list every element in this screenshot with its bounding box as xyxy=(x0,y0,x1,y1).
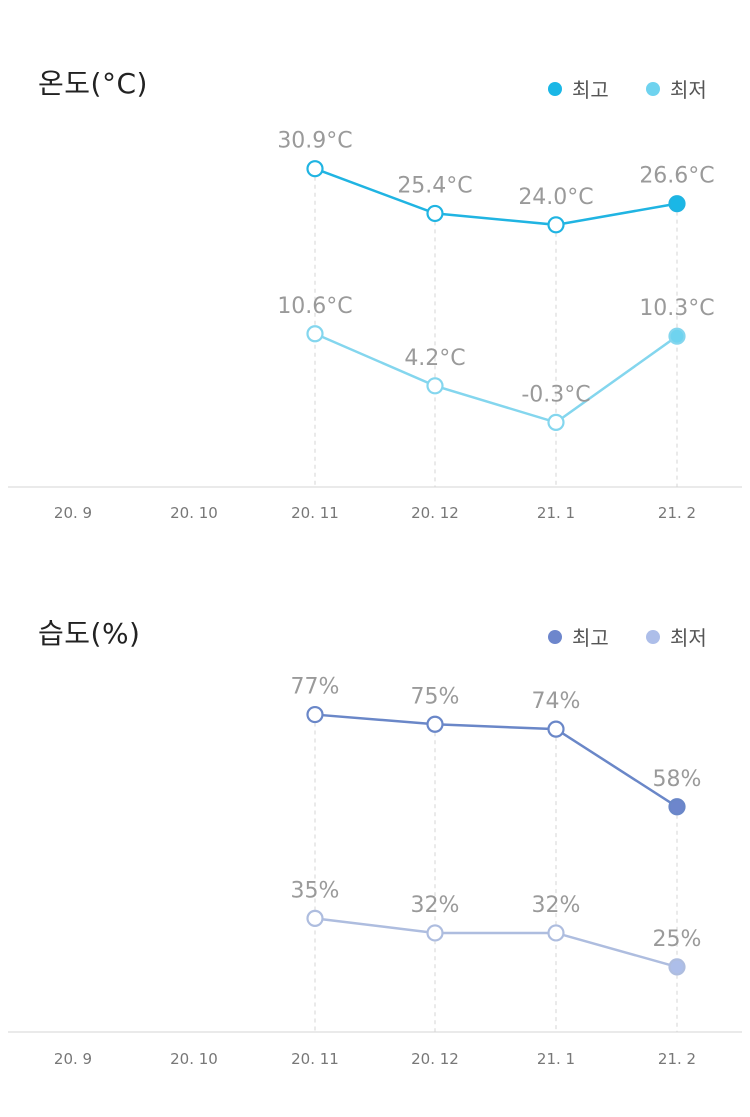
data-point xyxy=(668,958,686,976)
humidity-chart-title: 습도(%) xyxy=(38,617,141,650)
x-tick-label: 20. 9 xyxy=(54,504,92,522)
data-label: 10.6°C xyxy=(277,294,352,319)
legend-temp-low: 최저 xyxy=(646,74,707,103)
data-point xyxy=(426,924,444,942)
data-label: 30.9°C xyxy=(277,129,352,154)
x-tick-label: 21. 1 xyxy=(537,504,575,522)
x-tick-label: 21. 1 xyxy=(537,1050,575,1068)
series-line-high xyxy=(314,167,678,227)
data-point xyxy=(426,715,444,733)
legend-hum-low-dot xyxy=(646,629,660,644)
data-label: 26.6°C xyxy=(639,164,714,189)
legend-temp-high-dot xyxy=(548,81,562,96)
legend-temp-low-dot xyxy=(646,81,660,96)
series-line-low xyxy=(314,332,678,424)
data-point xyxy=(547,924,565,942)
data-point xyxy=(547,413,565,431)
data-point xyxy=(306,325,324,343)
temperature-chart-panel: 온도(°C) 최고 최저 20. 9 20. 10 20. 11 20. 12 21. … xyxy=(0,0,750,545)
data-label: 25.4°C xyxy=(397,173,472,198)
legend-hum-low-label: 최저 xyxy=(670,626,707,650)
data-label: 58% xyxy=(653,767,702,792)
data-label: 24.0°C xyxy=(518,185,593,210)
legend-hum-high: 최고 xyxy=(548,622,609,651)
data-point xyxy=(426,377,444,395)
data-label: -0.3°C xyxy=(521,382,590,407)
data-label: 4.2°C xyxy=(404,346,465,371)
data-point xyxy=(306,705,324,724)
x-tick-label: 20. 9 xyxy=(54,1050,92,1068)
series-line-high xyxy=(314,713,678,808)
x-tick-label: 20. 11 xyxy=(291,1050,339,1068)
data-point xyxy=(426,204,444,223)
temperature-chart-title: 온도(°C) xyxy=(38,67,148,100)
legend-hum-high-dot xyxy=(548,629,562,644)
humidity-chart-svg: 20. 9 20. 10 20. 11 20. 12 21. 1 21. 2 77% 75% 7… xyxy=(8,675,742,1068)
data-label: 32% xyxy=(532,893,581,918)
temperature-chart-svg: 20. 9 20. 10 20. 11 20. 12 21. 1 21. 2 30.9°C 2… xyxy=(8,129,742,522)
data-point xyxy=(306,160,324,178)
legend-temp-high: 최고 xyxy=(548,74,609,103)
data-label: 77% xyxy=(291,675,340,700)
data-point xyxy=(668,195,686,213)
data-point xyxy=(306,909,324,927)
x-tick-label: 21. 2 xyxy=(658,1050,696,1068)
series-line-low xyxy=(314,917,678,969)
data-label: 10.3°C xyxy=(639,296,714,321)
legend-hum-high-label: 최고 xyxy=(572,626,609,650)
data-label: 75% xyxy=(411,684,460,709)
x-tick-label: 20. 12 xyxy=(411,504,459,522)
data-label: 32% xyxy=(411,893,460,918)
data-point xyxy=(547,720,565,738)
x-tick-label: 20. 11 xyxy=(291,504,339,522)
x-tick-label: 20. 10 xyxy=(170,1050,218,1068)
data-label: 35% xyxy=(291,878,340,903)
x-tick-label: 20. 10 xyxy=(170,504,218,522)
legend-hum-low: 최저 xyxy=(646,622,707,651)
legend-temp-low-label: 최저 xyxy=(670,78,707,102)
data-label: 25% xyxy=(653,927,702,952)
x-tick-label: 20. 12 xyxy=(411,1050,459,1068)
legend-temp-high-label: 최고 xyxy=(572,78,609,102)
humidity-chart-panel: 습도(%) 최고 최저 20. 9 20. 10 20. 11 20. 12 21. 1… xyxy=(0,560,750,1117)
data-point xyxy=(547,216,565,234)
data-label: 74% xyxy=(532,689,581,714)
x-tick-label: 21. 2 xyxy=(658,504,696,522)
data-point xyxy=(668,327,686,345)
data-point xyxy=(668,798,686,816)
